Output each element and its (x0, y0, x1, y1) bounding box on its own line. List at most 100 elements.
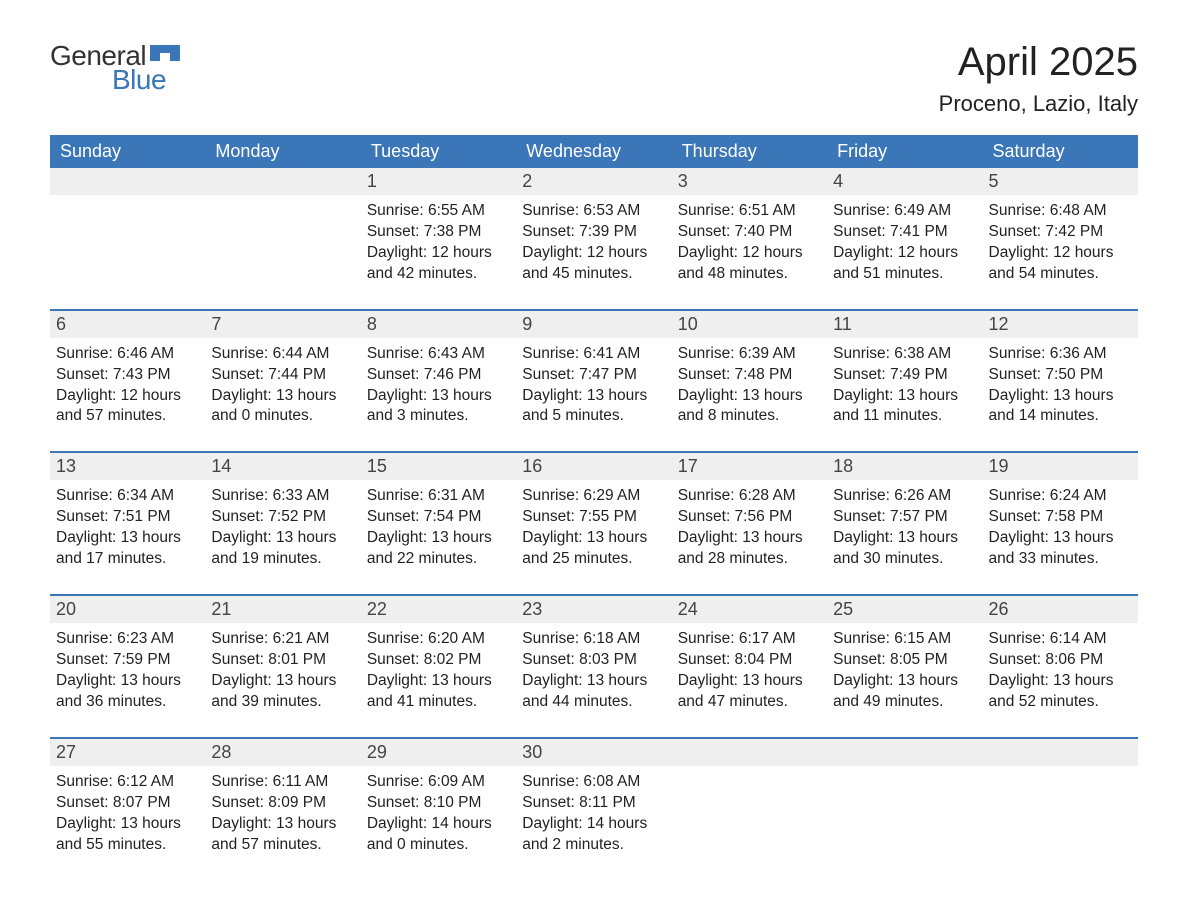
day-number: 17 (672, 453, 827, 480)
detail-line: Sunset: 7:57 PM (833, 507, 972, 528)
day-details: Sunrise: 6:38 AMSunset: 7:49 PMDaylight:… (827, 338, 982, 434)
detail-line: Sunset: 8:06 PM (989, 650, 1128, 671)
day-number: 22 (361, 596, 516, 623)
detail-line: Sunrise: 6:14 AM (989, 629, 1128, 650)
detail-line: Sunrise: 6:33 AM (211, 486, 350, 507)
detail-line: Daylight: 13 hours and 8 minutes. (678, 386, 817, 428)
detail-line: Daylight: 13 hours and 14 minutes. (989, 386, 1128, 428)
day-number: 2 (516, 168, 671, 195)
day-number: 28 (205, 739, 360, 766)
details-row: Sunrise: 6:12 AMSunset: 8:07 PMDaylight:… (50, 766, 1138, 862)
title-block: April 2025 Proceno, Lazio, Italy (939, 40, 1138, 117)
detail-line: Sunset: 7:47 PM (522, 365, 661, 386)
day-number: 12 (983, 311, 1138, 338)
day-details: Sunrise: 6:51 AMSunset: 7:40 PMDaylight:… (672, 195, 827, 291)
detail-line: Sunrise: 6:49 AM (833, 201, 972, 222)
detail-line: Sunrise: 6:38 AM (833, 344, 972, 365)
weekday-saturday: Saturday (983, 135, 1138, 168)
detail-line: Sunrise: 6:39 AM (678, 344, 817, 365)
detail-line: Daylight: 13 hours and 47 minutes. (678, 671, 817, 713)
day-details: Sunrise: 6:36 AMSunset: 7:50 PMDaylight:… (983, 338, 1138, 434)
detail-line: Sunrise: 6:44 AM (211, 344, 350, 365)
detail-line: Daylight: 13 hours and 19 minutes. (211, 528, 350, 570)
day-number: 13 (50, 453, 205, 480)
detail-line: Daylight: 12 hours and 45 minutes. (522, 243, 661, 285)
detail-line: Sunrise: 6:43 AM (367, 344, 506, 365)
detail-line: Sunrise: 6:36 AM (989, 344, 1128, 365)
day-number: 14 (205, 453, 360, 480)
detail-line: Sunrise: 6:53 AM (522, 201, 661, 222)
detail-line: Sunrise: 6:34 AM (56, 486, 195, 507)
detail-line: Sunset: 7:40 PM (678, 222, 817, 243)
detail-line: Sunrise: 6:31 AM (367, 486, 506, 507)
daynum-row: 6789101112 (50, 311, 1138, 338)
day-details: Sunrise: 6:08 AMSunset: 8:11 PMDaylight:… (516, 766, 671, 862)
detail-line: Sunrise: 6:24 AM (989, 486, 1128, 507)
day-number: 18 (827, 453, 982, 480)
day-details: Sunrise: 6:21 AMSunset: 8:01 PMDaylight:… (205, 623, 360, 719)
day-number (205, 168, 360, 195)
detail-line: Sunrise: 6:18 AM (522, 629, 661, 650)
daynum-row: 13141516171819 (50, 453, 1138, 480)
detail-line: Daylight: 13 hours and 17 minutes. (56, 528, 195, 570)
detail-line: Sunrise: 6:41 AM (522, 344, 661, 365)
detail-line: Sunset: 8:01 PM (211, 650, 350, 671)
detail-line: Sunrise: 6:29 AM (522, 486, 661, 507)
day-details: Sunrise: 6:23 AMSunset: 7:59 PMDaylight:… (50, 623, 205, 719)
day-number: 24 (672, 596, 827, 623)
logo: General Blue (50, 40, 180, 96)
detail-line: Sunset: 7:44 PM (211, 365, 350, 386)
day-number: 26 (983, 596, 1138, 623)
detail-line: Sunrise: 6:09 AM (367, 772, 506, 793)
detail-line: Sunrise: 6:51 AM (678, 201, 817, 222)
day-number (50, 168, 205, 195)
detail-line: Daylight: 13 hours and 41 minutes. (367, 671, 506, 713)
day-number: 5 (983, 168, 1138, 195)
day-number (827, 739, 982, 766)
week-row: 27282930Sunrise: 6:12 AMSunset: 8:07 PMD… (50, 737, 1138, 862)
detail-line: Sunset: 7:51 PM (56, 507, 195, 528)
day-details: Sunrise: 6:55 AMSunset: 7:38 PMDaylight:… (361, 195, 516, 291)
detail-line: Sunset: 8:10 PM (367, 793, 506, 814)
detail-line: Sunrise: 6:23 AM (56, 629, 195, 650)
weekday-header: SundayMondayTuesdayWednesdayThursdayFrid… (50, 135, 1138, 168)
day-number: 21 (205, 596, 360, 623)
calendar: SundayMondayTuesdayWednesdayThursdayFrid… (50, 135, 1138, 861)
day-details: Sunrise: 6:28 AMSunset: 7:56 PMDaylight:… (672, 480, 827, 576)
day-details (827, 766, 982, 862)
day-details (672, 766, 827, 862)
day-details: Sunrise: 6:46 AMSunset: 7:43 PMDaylight:… (50, 338, 205, 434)
detail-line: Sunset: 7:41 PM (833, 222, 972, 243)
day-details: Sunrise: 6:53 AMSunset: 7:39 PMDaylight:… (516, 195, 671, 291)
day-details: Sunrise: 6:31 AMSunset: 7:54 PMDaylight:… (361, 480, 516, 576)
detail-line: Daylight: 14 hours and 2 minutes. (522, 814, 661, 856)
day-details: Sunrise: 6:43 AMSunset: 7:46 PMDaylight:… (361, 338, 516, 434)
week-row: 13141516171819Sunrise: 6:34 AMSunset: 7:… (50, 451, 1138, 576)
detail-line: Sunrise: 6:17 AM (678, 629, 817, 650)
detail-line: Sunrise: 6:08 AM (522, 772, 661, 793)
detail-line: Daylight: 12 hours and 42 minutes. (367, 243, 506, 285)
detail-line: Sunrise: 6:11 AM (211, 772, 350, 793)
day-details: Sunrise: 6:44 AMSunset: 7:44 PMDaylight:… (205, 338, 360, 434)
detail-line: Daylight: 13 hours and 39 minutes. (211, 671, 350, 713)
detail-line: Sunset: 7:43 PM (56, 365, 195, 386)
day-number: 9 (516, 311, 671, 338)
day-number: 19 (983, 453, 1138, 480)
weekday-sunday: Sunday (50, 135, 205, 168)
detail-line: Sunset: 7:49 PM (833, 365, 972, 386)
detail-line: Sunset: 8:11 PM (522, 793, 661, 814)
detail-line: Sunrise: 6:55 AM (367, 201, 506, 222)
detail-line: Daylight: 13 hours and 28 minutes. (678, 528, 817, 570)
detail-line: Sunset: 7:56 PM (678, 507, 817, 528)
detail-line: Daylight: 13 hours and 55 minutes. (56, 814, 195, 856)
day-details: Sunrise: 6:34 AMSunset: 7:51 PMDaylight:… (50, 480, 205, 576)
day-details: Sunrise: 6:15 AMSunset: 8:05 PMDaylight:… (827, 623, 982, 719)
detail-line: Sunrise: 6:48 AM (989, 201, 1128, 222)
day-number: 8 (361, 311, 516, 338)
details-row: Sunrise: 6:55 AMSunset: 7:38 PMDaylight:… (50, 195, 1138, 291)
daynum-row: 20212223242526 (50, 596, 1138, 623)
day-details: Sunrise: 6:29 AMSunset: 7:55 PMDaylight:… (516, 480, 671, 576)
detail-line: Sunset: 7:55 PM (522, 507, 661, 528)
detail-line: Daylight: 14 hours and 0 minutes. (367, 814, 506, 856)
detail-line: Daylight: 13 hours and 25 minutes. (522, 528, 661, 570)
